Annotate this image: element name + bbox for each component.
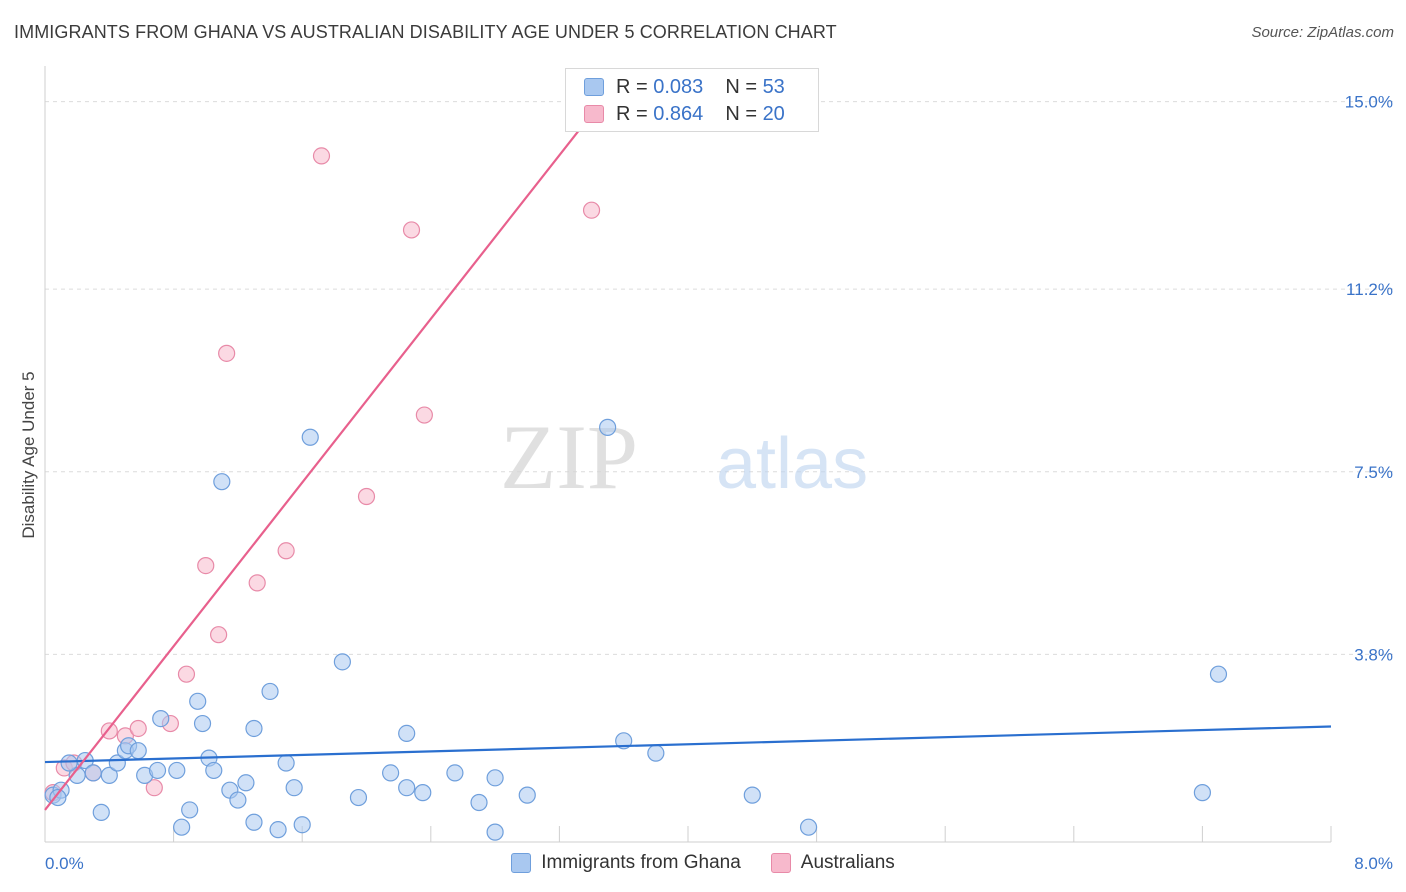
x-tick-labels: 0.0% 8.0% bbox=[45, 854, 1393, 873]
x-tick-label-max: 8.0% bbox=[1354, 854, 1393, 873]
ghana-point bbox=[470, 793, 488, 812]
ghana-point bbox=[382, 764, 400, 782]
australians-point bbox=[129, 719, 147, 738]
series-legend-australians[interactable]: Australians bbox=[770, 852, 895, 874]
legend-swatch-ghana bbox=[584, 78, 604, 96]
legend-row-australians: R = 0.864 N = 20 bbox=[584, 103, 785, 125]
australians-point bbox=[210, 626, 228, 644]
ghana-point bbox=[49, 788, 67, 807]
gridlines bbox=[45, 101, 1395, 655]
legend-n-label: N = bbox=[725, 102, 757, 125]
australians-point bbox=[415, 406, 433, 424]
ghana-point bbox=[285, 779, 303, 797]
ghana-point bbox=[647, 744, 665, 762]
ghana-point bbox=[301, 428, 319, 446]
chart-title: IMMIGRANTS FROM GHANA VS AUSTRALIAN DISA… bbox=[14, 22, 837, 42]
ghana-point bbox=[193, 714, 212, 733]
series-legend-label-australians: Australians bbox=[800, 852, 895, 873]
y-tick-label: 11.2% bbox=[1346, 280, 1393, 299]
legend-n-value-ghana: 53 bbox=[762, 75, 785, 98]
series-legend: Immigrants from Ghana Australians bbox=[0, 852, 1406, 874]
trend-lines bbox=[44, 103, 1332, 811]
legend-n-value-australians: 20 bbox=[762, 102, 785, 125]
x-tick-label-min: 0.0% bbox=[45, 854, 84, 873]
y-tick-label: 7.5% bbox=[1354, 463, 1393, 482]
legend-r-label: R = bbox=[616, 102, 648, 125]
y-tick-label: 15.0% bbox=[1345, 93, 1393, 112]
ghana-point bbox=[1209, 665, 1228, 683]
ghana-point bbox=[261, 682, 279, 701]
ghana-point bbox=[237, 774, 255, 792]
ghana-point bbox=[486, 769, 504, 787]
ghana-point bbox=[518, 786, 536, 804]
ghana-trend-line bbox=[44, 725, 1332, 764]
ghana-point bbox=[615, 732, 633, 750]
ghana-point bbox=[599, 418, 617, 436]
australians-point bbox=[145, 779, 163, 797]
ghana-point bbox=[245, 719, 263, 738]
ghana-point bbox=[229, 791, 247, 809]
axes bbox=[44, 66, 1332, 843]
ghana-point bbox=[152, 710, 170, 728]
ghana-point bbox=[84, 764, 102, 782]
ghana-point bbox=[398, 724, 416, 743]
legend-r-value-ghana: 0.083 bbox=[653, 75, 704, 98]
y-axis-label: Disability Age Under 5 bbox=[19, 371, 38, 538]
ghana-point bbox=[277, 754, 295, 772]
ghana-point bbox=[414, 784, 432, 802]
legend-row-ghana: R = 0.083 N = 53 bbox=[584, 76, 785, 98]
correlation-legend: R = 0.083 N = 53 R = 0.864 N = 20 bbox=[565, 68, 819, 132]
watermark: ZIP atlas bbox=[500, 406, 868, 508]
series-swatch-ghana bbox=[511, 853, 532, 873]
australians-point bbox=[582, 201, 601, 219]
legend-r-value-australians: 0.864 bbox=[653, 102, 704, 125]
ghana-point bbox=[269, 821, 287, 839]
ghana-point bbox=[743, 786, 761, 804]
australians-point bbox=[248, 574, 266, 592]
y-tick-label: 3.8% bbox=[1354, 645, 1393, 664]
australians-point bbox=[177, 665, 196, 683]
ghana-point bbox=[799, 818, 818, 836]
ghana-point bbox=[148, 761, 167, 780]
ghana-point bbox=[189, 692, 207, 710]
australians-trend-line bbox=[44, 103, 601, 811]
ghana-point bbox=[293, 816, 311, 834]
series-swatch-australians bbox=[770, 853, 791, 873]
ghana-point bbox=[245, 813, 263, 831]
legend-n-label: N = bbox=[725, 75, 757, 98]
legend-r-label: R = bbox=[616, 75, 648, 98]
australians-point bbox=[277, 542, 295, 560]
ghana-point bbox=[333, 653, 351, 671]
australians-point bbox=[357, 487, 376, 506]
ghana-point bbox=[1193, 784, 1212, 802]
australians-point bbox=[197, 556, 215, 575]
legend-swatch-australians bbox=[584, 105, 604, 123]
ghana-point bbox=[100, 766, 118, 784]
ghana-point bbox=[168, 761, 186, 780]
watermark-zip: ZIP bbox=[500, 406, 638, 508]
australians-point bbox=[312, 147, 331, 165]
ghana-point bbox=[181, 801, 199, 819]
ghana-point bbox=[92, 803, 110, 821]
australians-point bbox=[402, 221, 421, 239]
ghana-point bbox=[60, 754, 78, 772]
ghana-point bbox=[213, 473, 231, 491]
series-legend-ghana[interactable]: Immigrants from Ghana bbox=[511, 852, 741, 874]
ghana-point bbox=[129, 742, 147, 760]
ghana-point bbox=[205, 761, 223, 780]
ghana-point bbox=[349, 788, 368, 807]
series-legend-label-ghana: Immigrants from Ghana bbox=[541, 852, 741, 873]
ghana-point bbox=[446, 764, 464, 782]
source-label: Source: ZipAtlas.com bbox=[1251, 24, 1394, 41]
y-tick-labels: 3.8% 7.5% 11.2% 15.0% bbox=[1345, 93, 1393, 665]
ghana-point bbox=[398, 779, 416, 797]
watermark-atlas: atlas bbox=[716, 424, 868, 504]
australians-point bbox=[218, 344, 236, 362]
ghana-point bbox=[173, 818, 191, 836]
ghana-point bbox=[486, 823, 504, 841]
